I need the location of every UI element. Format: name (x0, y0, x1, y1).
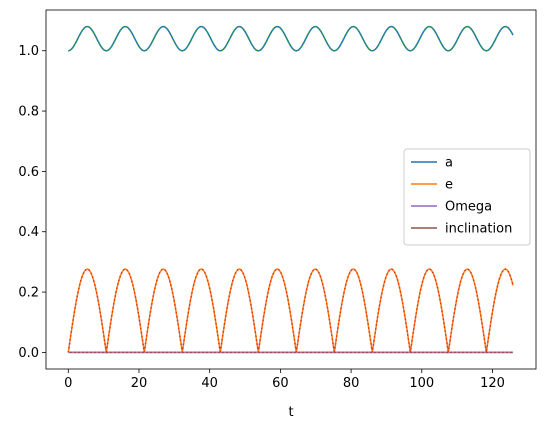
legend-box (403, 148, 531, 246)
series-line-e (67, 268, 514, 355)
x-tick-label: 40 (201, 376, 218, 391)
legend: ae Omega inclination (403, 148, 531, 246)
legend-label-inclination: inclination (445, 222, 512, 237)
plot-frame (45, 9, 537, 370)
series-overlay-a (68, 25, 514, 52)
x-tick-label: 120 (480, 376, 505, 391)
ticks-layer: 0 20 40 60 80 100 120 0.0 0.2 0.4 0.6 0.8 1.0 (18, 44, 505, 391)
y-tick-label: 0.4 (18, 225, 39, 240)
legend-label-omega: Omega (445, 200, 492, 215)
legend-label-a: a (445, 156, 453, 171)
x-tick-label: 100 (409, 376, 434, 391)
y-tick-label: 0.6 (18, 165, 39, 180)
x-tick-label: 80 (343, 376, 360, 391)
series-layer (67, 25, 514, 355)
y-tick-label: 0.8 (18, 105, 39, 120)
y-tick-label: 1.0 (18, 44, 39, 59)
y-tick-label: 0.0 (18, 346, 39, 361)
x-tick-label: 60 (272, 376, 289, 391)
x-axis-label: t (288, 405, 293, 420)
x-tick-label: 20 (131, 376, 148, 391)
y-tick-label: 0.2 (18, 286, 39, 301)
legend-label-e: e (445, 178, 453, 193)
x-tick-label: 0 (64, 376, 72, 391)
